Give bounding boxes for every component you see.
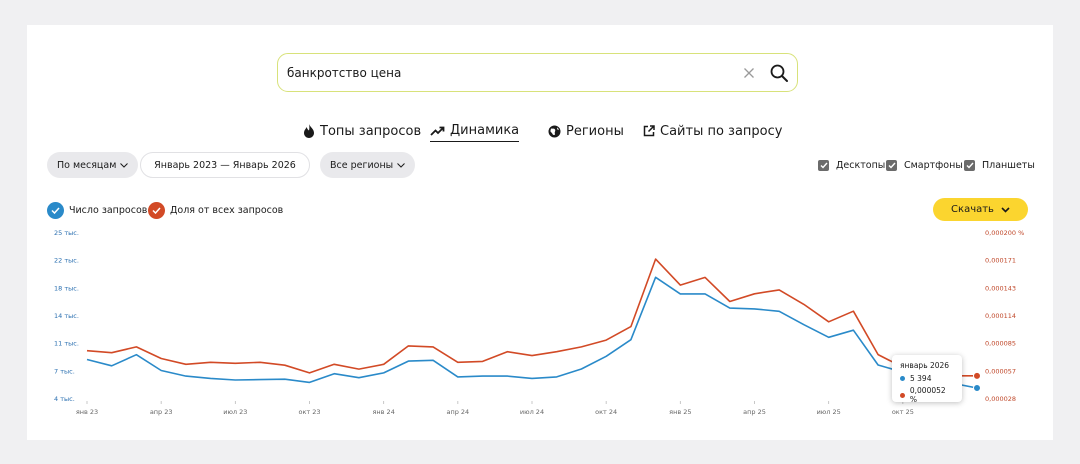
series-dot (900, 376, 905, 381)
legend-requests[interactable]: Число запросов (47, 201, 147, 219)
fire-icon (304, 124, 314, 138)
device-desktop[interactable]: Десктопы (818, 158, 885, 172)
trend-up-icon (430, 126, 445, 136)
y-right-tick-label: 0,000085 (985, 340, 1016, 348)
date-range-label: Январь 2023 — Январь 2026 (154, 159, 296, 171)
region-select-label: Все регионы (330, 159, 394, 171)
tab-label: Регионы (566, 123, 624, 139)
x-tick-label: янв 23 (76, 408, 98, 416)
x-tick-label: апр 24 (446, 408, 469, 416)
device-tablet[interactable]: Планшеты (964, 158, 1035, 172)
device-smartphone[interactable]: Смартфоны (886, 158, 963, 172)
tooltip-share: 0,000052 % (909, 386, 946, 404)
download-label: Скачать (951, 204, 994, 215)
y-left-tick-label: 18 тыс. (54, 284, 79, 292)
y-left-tick-label: 11 тыс. (54, 340, 79, 348)
chart-tooltip: январь 2026 5 394 0,000052 % (892, 355, 962, 404)
chevron-down-icon (120, 162, 129, 168)
tab-dynamics[interactable]: Динамика (430, 120, 520, 142)
y-right-tick-label: 0,000114 (985, 312, 1016, 320)
y-right-tick-label: 0,000200 % (985, 229, 1024, 237)
dynamics-chart: 25 тыс. 22 тыс. 18 тыс. 14 тыс. 11 тыс. 7 тыс… (54, 229, 1024, 416)
y-left-tick-label: 25 тыс. (54, 229, 79, 237)
period-select-label: По месяцам (57, 159, 117, 171)
clear-icon[interactable] (741, 65, 757, 81)
chevron-down-icon (397, 162, 406, 168)
tab-top-queries[interactable]: Топы запросов (303, 120, 421, 142)
tab-sites[interactable]: Сайты по запросу (643, 120, 782, 142)
legend-share[interactable]: Доля от всех запросов (148, 201, 283, 219)
tab-label: Сайты по запросу (660, 123, 783, 139)
tooltip-title: январь 2026 (900, 361, 950, 370)
x-tick-label: окт 24 (595, 408, 617, 416)
device-label: Планшеты (982, 159, 1035, 171)
legend-label: Число запросов (69, 204, 148, 216)
x-tick-label: июл 25 (817, 408, 841, 416)
highlight-point-requests[interactable] (973, 383, 981, 392)
series-dot (900, 392, 905, 398)
x-tick-label: янв 25 (669, 408, 691, 416)
device-label: Десктопы (836, 159, 886, 171)
legend-label: Доля от всех запросов (170, 204, 284, 216)
checkbox-checked-icon[interactable] (818, 159, 829, 171)
tab-label: Динамика (450, 123, 520, 138)
x-tick-label: июл 23 (223, 408, 247, 416)
device-label: Смартфоны (904, 159, 963, 171)
y-left-tick-label: 7 тыс. (54, 367, 75, 375)
external-link-icon (643, 125, 655, 137)
checkbox-checked-icon[interactable] (964, 159, 975, 171)
y-right-tick-label: 0,000171 (985, 257, 1016, 265)
search-input[interactable] (287, 63, 727, 83)
period-select[interactable]: По месяцам (47, 152, 139, 178)
x-tick-label: окт 25 (892, 408, 914, 416)
y-right-tick-label: 0,000028 (985, 395, 1016, 403)
check-circle-icon (148, 201, 165, 219)
date-range-picker[interactable]: Январь 2023 — Январь 2026 (140, 152, 310, 178)
series-line-share (86, 258, 977, 377)
x-tick-label: июл 24 (520, 408, 544, 416)
y-right-tick-label: 0,000057 (985, 367, 1016, 375)
download-button[interactable]: Скачать (933, 198, 1028, 221)
x-tick-label: апр 25 (743, 408, 766, 416)
trends-card: Топы запросов Динамика Регионы Сайты по … (27, 25, 1053, 440)
y-right-tick-label: 0,000143 (985, 284, 1016, 292)
y-left-tick-label: 14 тыс. (54, 312, 79, 320)
tooltip-requests: 5 394 (910, 374, 932, 383)
tab-regions[interactable]: Регионы (548, 120, 624, 142)
checkbox-checked-icon[interactable] (886, 159, 897, 171)
chevron-down-icon (1001, 206, 1010, 213)
y-left-tick-label: 4 тыс. (54, 395, 75, 403)
y-left-tick-label: 22 тыс. (54, 257, 79, 265)
x-tick-label: янв 24 (373, 408, 395, 416)
x-tick-label: окт 23 (298, 408, 320, 416)
tab-label: Топы запросов (320, 123, 422, 139)
globe-icon (548, 125, 561, 137)
x-tick-label: апр 23 (150, 408, 173, 416)
highlight-point-share[interactable] (973, 371, 981, 380)
search-icon[interactable] (769, 63, 789, 83)
check-circle-icon (47, 201, 64, 219)
search-box (277, 53, 798, 92)
series-line-requests (86, 276, 978, 389)
region-select[interactable]: Все регионы (320, 152, 416, 178)
